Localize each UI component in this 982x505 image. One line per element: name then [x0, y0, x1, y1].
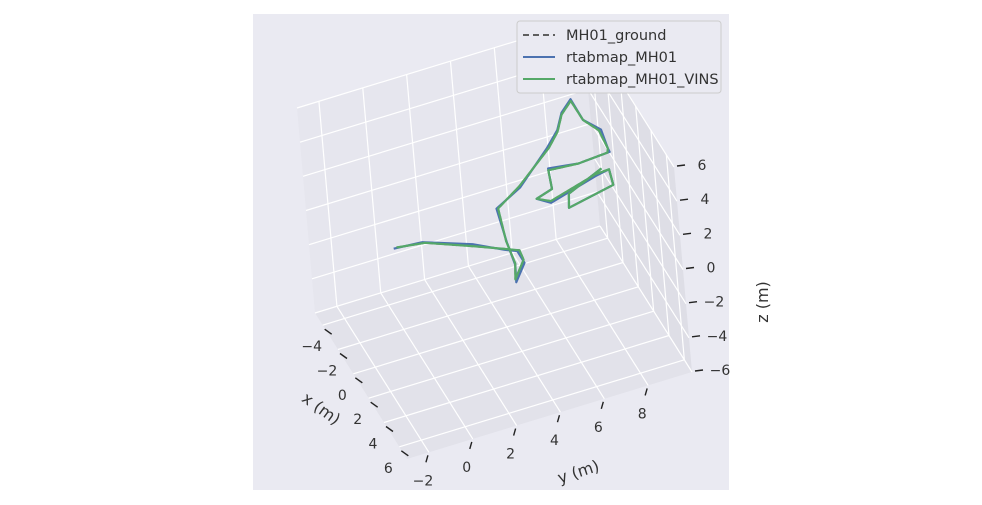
- y-tick-label: 2: [506, 447, 515, 463]
- y-tick-label: −2: [413, 473, 434, 489]
- grid-line-z-side: [593, 157, 687, 304]
- z-tick-label: 4: [701, 192, 710, 208]
- grid-line-z-back: [302, 88, 589, 177]
- grid-line-z-back: [308, 157, 595, 246]
- x-tick: [370, 401, 379, 408]
- x-tick-label: 0: [338, 388, 347, 404]
- grid-line-z-back: [305, 122, 592, 212]
- y-tick-label: 6: [594, 420, 603, 436]
- legend: MH01_ground rtabmap_MH01 rtabmap_MH01_VI…: [516, 20, 722, 94]
- grid-line-x-floor: [368, 310, 654, 399]
- grid-line-z-side: [599, 225, 693, 373]
- grid-line-x-floor: [399, 359, 685, 448]
- x-tick: [354, 377, 363, 384]
- z-tick: [682, 232, 692, 236]
- grid-line-z-back: [314, 225, 601, 314]
- grid-line-y-floor: [424, 279, 518, 426]
- grid-line-y-floor: [336, 305, 430, 453]
- x-tick-label: −4: [301, 339, 322, 355]
- x-tick-label: −2: [317, 364, 338, 380]
- z-tick-label: −4: [707, 329, 728, 345]
- grid-line-z-side: [596, 191, 690, 339]
- grid-line-y-floor: [467, 265, 561, 413]
- y-tick-label: 0: [462, 460, 471, 476]
- series-layer: [393, 98, 615, 284]
- z-tick: [685, 266, 695, 270]
- grid-line-z-side: [587, 89, 681, 236]
- legend-box: [516, 20, 722, 94]
- x-tick-label: 2: [353, 412, 362, 428]
- grid-line-z-side: [590, 123, 684, 270]
- grid-line-x-floor: [383, 334, 670, 424]
- legend-label-rtabmap: rtabmap_MH01: [566, 50, 677, 66]
- x-tick: [400, 450, 409, 457]
- z-tick: [679, 198, 689, 201]
- grid-line-z-back: [311, 191, 598, 280]
- z-tick-label: −6: [710, 363, 731, 379]
- series-line-2: [396, 99, 615, 281]
- y-tick: [512, 428, 517, 436]
- grid-line-x-floor: [353, 286, 639, 375]
- y-tick: [556, 414, 561, 423]
- z-tick-label: 0: [707, 261, 716, 277]
- z-tick: [691, 335, 701, 338]
- z-tick: [688, 300, 698, 304]
- grid-line-x-floor: [322, 237, 608, 326]
- x-tick: [324, 328, 333, 335]
- legend-label-vins: rtabmap_MH01_VINS: [566, 72, 719, 88]
- grid-line-y-floor: [380, 292, 474, 440]
- grid-line-y-floor: [511, 252, 605, 400]
- x-tick-label: 6: [384, 461, 393, 477]
- z-tick: [676, 164, 686, 167]
- y-tick: [425, 455, 429, 463]
- grid-line-y-floor: [555, 239, 649, 386]
- x-tick: [339, 352, 348, 360]
- z-tick-label: 2: [704, 226, 713, 242]
- x-tick: [385, 425, 394, 433]
- x-tick-label: 4: [369, 437, 378, 453]
- z-tick-label: −2: [704, 295, 725, 311]
- y-tick: [469, 441, 473, 450]
- y-tick: [600, 401, 604, 409]
- y-tick-label: 8: [638, 406, 647, 422]
- grid-line-x-floor: [337, 261, 624, 351]
- z-tick: [694, 369, 704, 372]
- legend-label-ground: MH01_ground: [566, 28, 666, 44]
- z-axis-title: z (m): [753, 281, 772, 323]
- y-tick-label: 4: [550, 433, 559, 449]
- y-tick: [644, 388, 648, 396]
- z-tick-label: 6: [698, 158, 707, 174]
